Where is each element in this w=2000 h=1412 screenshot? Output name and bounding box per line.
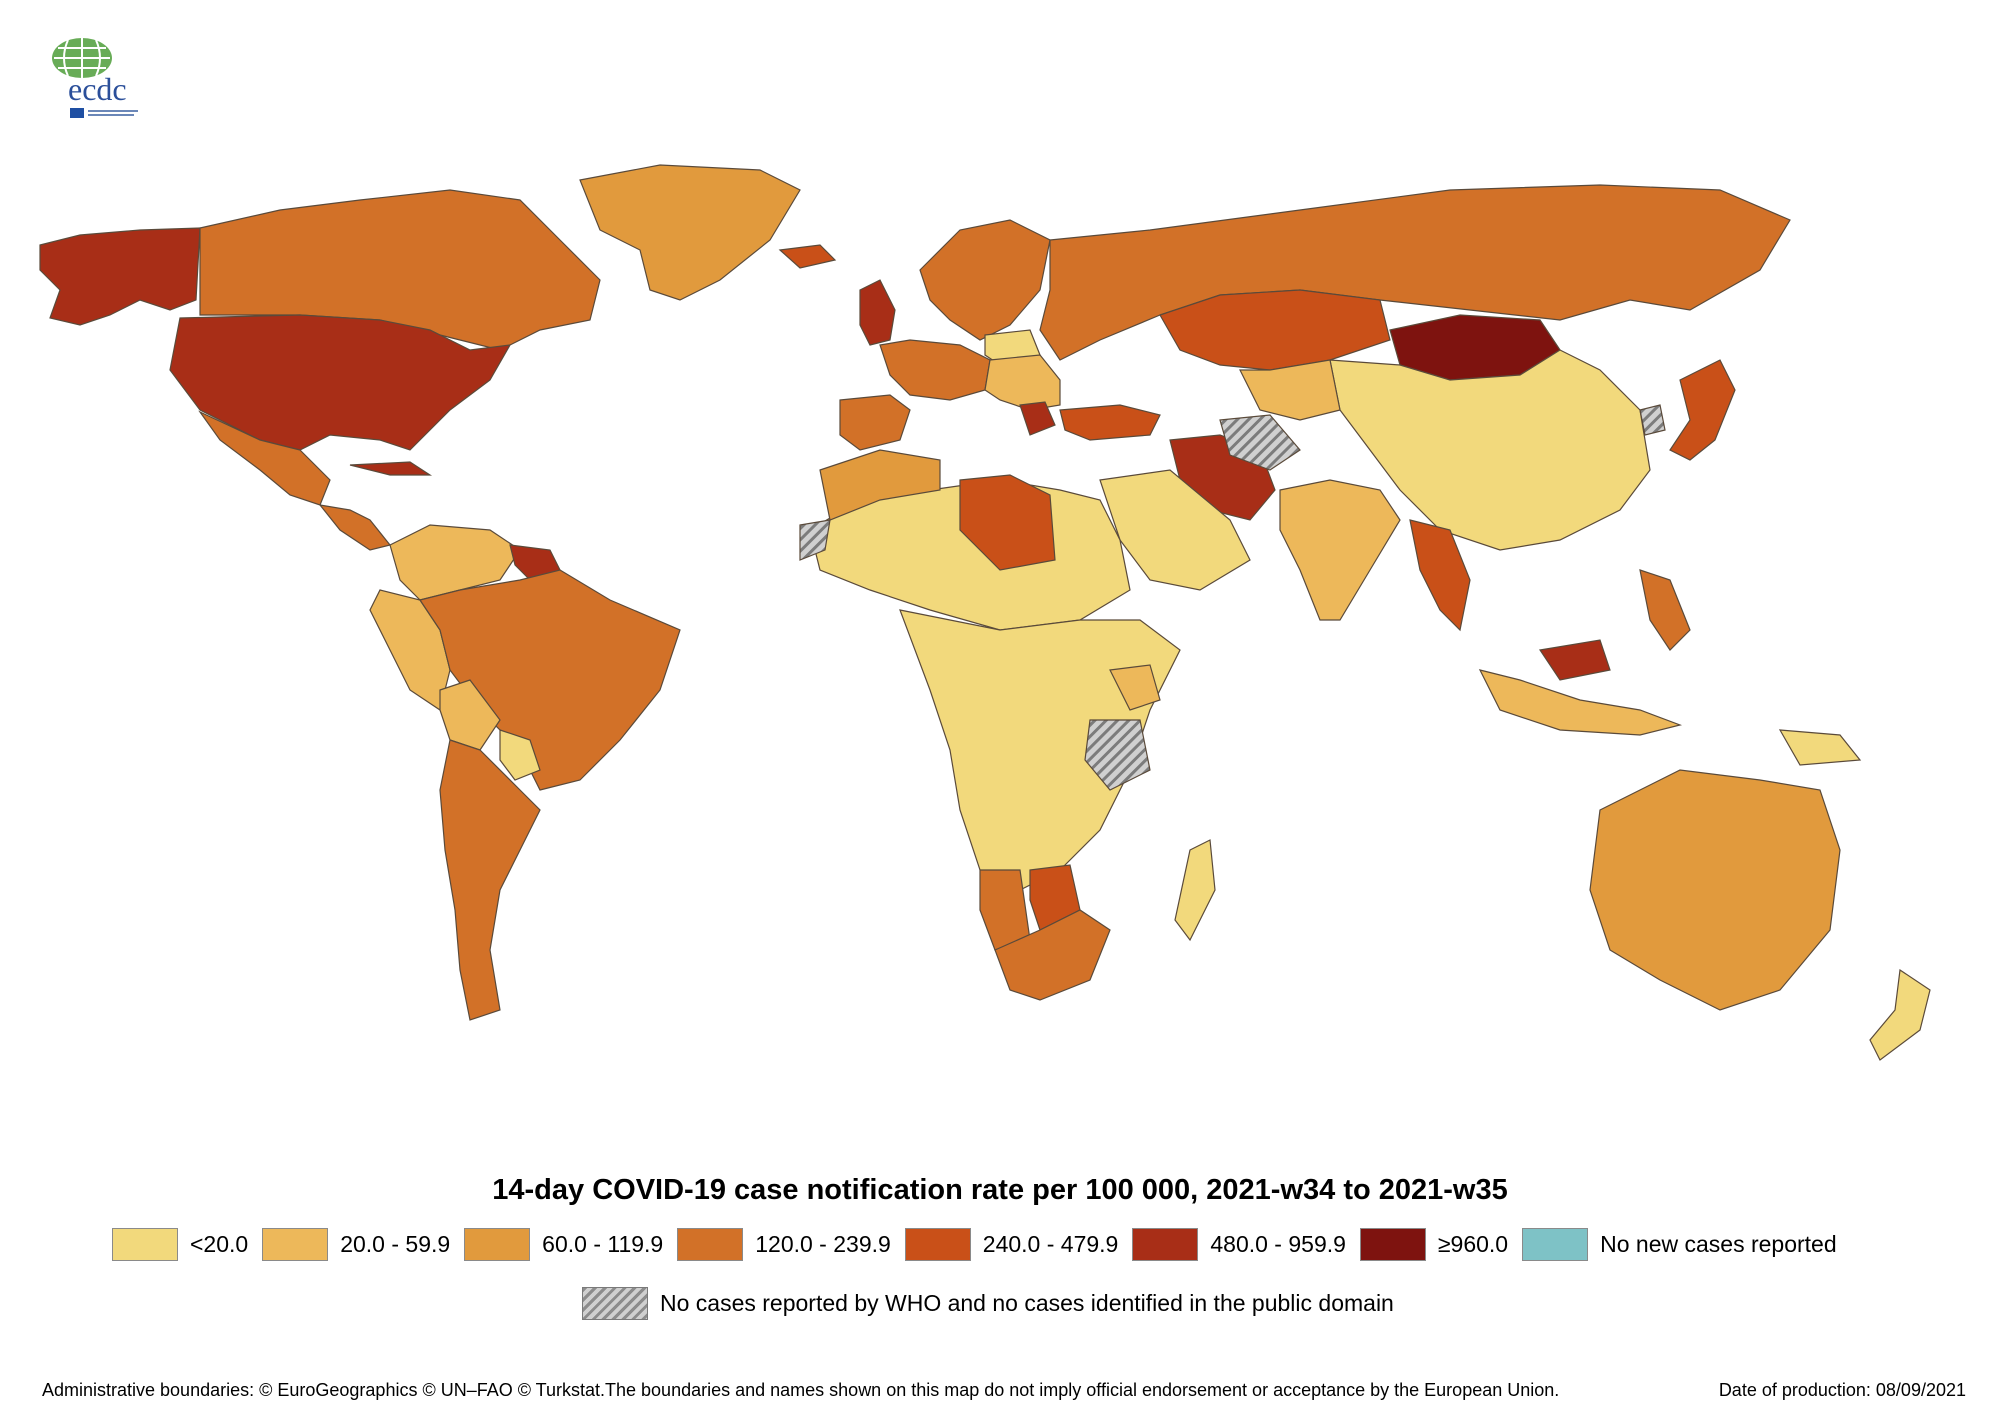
- region-japan: [1669, 359, 1736, 461]
- region-malaysia: [1538, 639, 1611, 681]
- legend-swatch: [464, 1227, 531, 1261]
- region-cuba: [349, 461, 433, 476]
- legend-no-data-label: No cases reported by WHO and no cases id…: [660, 1289, 1394, 1316]
- eu-flag-icon: [70, 108, 84, 118]
- globe-icon: [52, 38, 112, 78]
- region-papua-new-guinea: [1778, 729, 1862, 766]
- region-western-europe: [879, 339, 991, 401]
- region-central-america: [318, 504, 392, 551]
- legend-swatch: [262, 1227, 329, 1261]
- legend: <20.0 20.0 - 59.9 60.0 - 119.9 120.0 - 239.…: [112, 1226, 1851, 1262]
- legend-swatch: [677, 1227, 744, 1261]
- legend-item: 480.0 - 959.9: [1132, 1227, 1346, 1261]
- region-india: [1279, 479, 1401, 621]
- region-myanmar-thailand: [1409, 519, 1471, 632]
- region-south-africa: [994, 909, 1111, 1001]
- legend-item: 120.0 - 239.9: [677, 1227, 891, 1261]
- map-title: 14-day COVID-19 case notification rate p…: [492, 1174, 1508, 1206]
- legend-swatch: [1359, 1227, 1426, 1261]
- region-libya: [959, 474, 1056, 571]
- region-alaska: [39, 227, 201, 326]
- region-north-korea: [1639, 404, 1666, 436]
- legend-label: 60.0 - 119.9: [542, 1230, 664, 1257]
- world-map: [39, 164, 1931, 1061]
- legend-no-data-swatch: [582, 1286, 648, 1320]
- legend-item: 240.0 - 479.9: [904, 1227, 1119, 1261]
- region-colombia-venezuela: [389, 524, 521, 601]
- legend-item: 20.0 - 59.9: [262, 1227, 451, 1261]
- region-philippines: [1639, 569, 1691, 651]
- legend-swatch: [1132, 1227, 1199, 1261]
- legend-item: No new cases reported: [1522, 1227, 1837, 1261]
- legend-label: 20.0 - 59.9: [340, 1230, 451, 1257]
- legend-swatch: [1522, 1227, 1589, 1261]
- region-iberia: [839, 394, 911, 451]
- legend-item: <20.0: [112, 1227, 249, 1261]
- region-australia: [1589, 769, 1841, 1011]
- region-united-states: [169, 314, 512, 451]
- footer-attribution: Administrative boundaries: © EuroGeograp…: [42, 1380, 1560, 1400]
- region-madagascar: [1174, 839, 1216, 942]
- region-united-kingdom: [859, 279, 896, 346]
- legend-label: <20.0: [190, 1230, 249, 1257]
- footer-date: Date of production: 08/09/2021: [1718, 1380, 1966, 1400]
- region-western-sahara: [799, 519, 831, 561]
- region-paraguay: [499, 729, 541, 781]
- legend-swatch: [112, 1227, 178, 1261]
- legend-label: ≥960.0: [1437, 1230, 1509, 1257]
- legend-item: ≥960.0: [1359, 1227, 1509, 1261]
- region-russia: [1039, 184, 1791, 361]
- region-tanzania: [1084, 719, 1151, 791]
- legend-label: 240.0 - 479.9: [982, 1230, 1119, 1257]
- region-turkey: [1059, 404, 1161, 441]
- legend-no-data: No cases reported by WHO and no cases id…: [582, 1285, 1394, 1321]
- region-sub-saharan-africa: [899, 609, 1181, 891]
- ecdc-logo: ecdc: [52, 38, 138, 118]
- legend-item: 60.0 - 119.9: [464, 1227, 664, 1261]
- region-greenland: [579, 164, 801, 301]
- region-serbia-montenegro: [1019, 401, 1056, 436]
- logo-text: ecdc: [68, 71, 127, 107]
- region-afghanistan-turkmenistan: [1219, 414, 1301, 471]
- region-scandinavia: [919, 219, 1051, 341]
- region-kazakhstan: [1159, 289, 1391, 371]
- legend-label: No new cases reported: [1600, 1230, 1837, 1257]
- legend-label: 480.0 - 959.9: [1210, 1230, 1346, 1257]
- region-iceland: [778, 244, 837, 269]
- region-china: [1329, 349, 1651, 551]
- region-kenya: [1109, 664, 1161, 711]
- logo-subtitle: [88, 110, 138, 112]
- region-indonesia: [1478, 669, 1683, 736]
- legend-label: 120.0 - 239.9: [755, 1230, 891, 1257]
- legend-swatch: [904, 1227, 971, 1261]
- region-chile-argentina: [439, 739, 541, 1021]
- map-regions: [39, 164, 1931, 1061]
- region-central-europe: [984, 354, 1061, 411]
- region-arabian-peninsula: [1099, 469, 1251, 591]
- region-new-zealand: [1869, 968, 1931, 1061]
- region-central-asia: [1239, 359, 1341, 421]
